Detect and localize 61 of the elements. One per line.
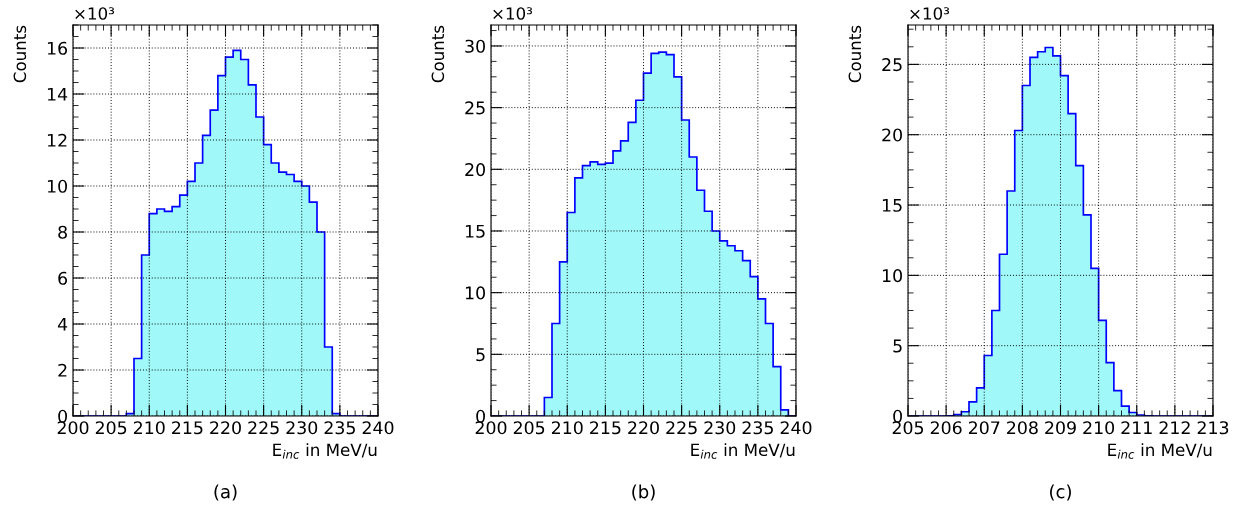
y-tick-label: 0: [893, 409, 902, 423]
y-tick-label: 30: [465, 39, 485, 53]
y-tick-label: 15: [882, 198, 902, 212]
y-tick-label: 25: [465, 101, 485, 115]
text: (a): [214, 484, 237, 501]
y-tick-label: 5: [893, 339, 902, 353]
y-tick-label: 16: [47, 41, 68, 55]
x-axis-title: E$_{inc}$ in MeV/u: [691, 443, 795, 459]
x-tick-label: 205: [95, 421, 127, 435]
x-tick-label: 213: [1197, 421, 1229, 435]
x-tick-label: 220: [628, 421, 659, 435]
text: ×10³: [910, 7, 950, 20]
x-tick-label: 208: [1007, 421, 1038, 435]
x-tick-label: 210: [1083, 421, 1115, 435]
x-tick-label: 205: [513, 421, 545, 435]
y-tick-label: 8: [58, 225, 67, 239]
y-tick-label: 10: [47, 179, 67, 193]
x-tick-label: 209: [1045, 421, 1076, 435]
x-tick-label: 240: [362, 421, 394, 435]
x-tick-label: 200: [475, 421, 507, 435]
x-tick-label: 220: [210, 421, 241, 435]
x-tick-label: 211: [1121, 421, 1152, 435]
y-tick-label: 20: [465, 163, 485, 177]
y-tick-label: 2: [58, 363, 67, 377]
y-tick-label: 4: [57, 317, 68, 331]
x-tick-label: 210: [133, 421, 165, 435]
y-axis-title: Counts: [848, 25, 862, 83]
x-tick-label: 230: [286, 421, 318, 435]
x-tick-label: 212: [1159, 421, 1190, 435]
y-tick-label: 12: [47, 133, 67, 147]
y-axis-title: Counts: [431, 25, 445, 83]
y-tick-label: 20: [882, 128, 902, 142]
y-tick-label: 14: [47, 87, 68, 101]
text: ×10³: [493, 7, 533, 20]
x-axis-title: E$_{inc}$ in MeV/u: [1108, 443, 1212, 459]
x-tick-label: 215: [172, 421, 203, 435]
y-tick-label: 0: [476, 409, 485, 423]
x-tick-label: 230: [704, 421, 736, 435]
text: (c): [1050, 484, 1071, 501]
y-tick-label: 15: [465, 224, 485, 238]
x-tick-label: 200: [57, 421, 89, 435]
y-tick-label: 25: [882, 58, 902, 72]
text: ×10³: [75, 7, 115, 20]
x-tick-label: 235: [324, 421, 355, 435]
text: (b): [632, 484, 655, 501]
y-tick-label: 0: [58, 409, 67, 423]
x-tick-label: 225: [666, 421, 697, 435]
x-tick-label: 225: [248, 421, 279, 435]
y-tick-label: 5: [476, 348, 485, 362]
y-tick-label: 10: [465, 286, 485, 300]
x-tick-label: 240: [780, 421, 812, 435]
x-tick-label: 205: [892, 421, 924, 435]
x-tick-label: 206: [930, 421, 962, 435]
x-tick-label: 215: [590, 421, 621, 435]
x-tick-label: 210: [551, 421, 583, 435]
x-tick-label: 207: [968, 421, 1000, 435]
y-axis-title: Counts: [13, 25, 27, 83]
x-axis-title: E$_{inc}$ in MeV/u: [273, 443, 377, 459]
y-tick-label: 10: [882, 269, 902, 283]
x-tick-label: 235: [742, 421, 773, 435]
y-tick-label: 6: [58, 271, 68, 285]
